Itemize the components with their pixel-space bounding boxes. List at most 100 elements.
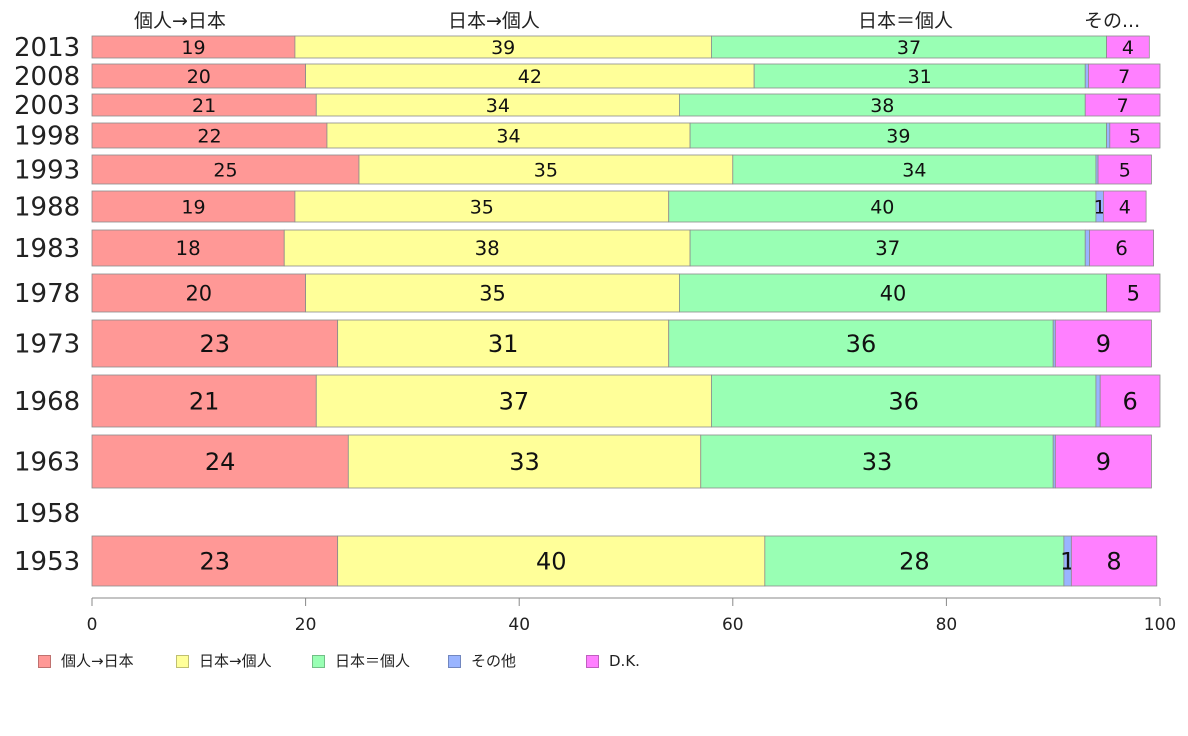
- bar-segment-1973-s0: [91, 319, 339, 368]
- column-header-nihon-kojin: 日本→個人: [448, 10, 540, 32]
- bar-segment-1983-s4: [1089, 229, 1154, 267]
- data-label-1973-s2: 36: [846, 330, 877, 358]
- data-label-1973-s1: 31: [488, 330, 519, 358]
- data-label-1968-s4: 6: [1122, 388, 1137, 416]
- data-label-1978-s4: 5: [1127, 282, 1140, 306]
- year-label-1983: 1983: [14, 234, 80, 264]
- year-label-2013: 2013: [14, 33, 80, 63]
- bar-segment-1973-s4: [1054, 319, 1152, 368]
- bar-segment-1953-s0: [91, 535, 339, 587]
- legend-label: 個人→日本: [61, 652, 134, 670]
- year-label-1978: 1978: [14, 279, 80, 309]
- data-label-1963-s4: 9: [1096, 448, 1111, 476]
- bar-segment-1968-s0: [91, 374, 317, 428]
- bar-segment-1963-s1: [347, 434, 702, 489]
- data-label-1988-s3: 1: [1094, 196, 1106, 218]
- bar-segment-2008-s1: [305, 63, 755, 89]
- data-label-1953-s2: 28: [899, 548, 930, 576]
- data-label-2008-s0: 20: [187, 66, 211, 88]
- bar-segment-1988-s0: [91, 190, 296, 223]
- data-label-1978-s0: 20: [186, 282, 213, 306]
- data-label-1963-s2: 33: [862, 448, 893, 476]
- legend-label: 日本＝個人: [335, 652, 411, 670]
- bar-segment-2013-s4: [1106, 35, 1150, 59]
- bar-segment-1978-s0: [91, 273, 307, 313]
- data-label-2003-s1: 34: [486, 95, 510, 117]
- legend-item-nihon-equal-kojin: 日本＝個人: [312, 650, 410, 672]
- data-label-2003-s4: 7: [1117, 95, 1129, 117]
- data-label-1993-s0: 25: [213, 159, 237, 181]
- bar-segment-1988-s4: [1102, 190, 1147, 223]
- x-tick-label-60: 60: [722, 615, 744, 635]
- data-label-1983-s1: 38: [475, 237, 500, 260]
- bar-segment-1953-s2: [764, 535, 1065, 587]
- year-label-1968: 1968: [14, 387, 80, 417]
- column-header-kojin-nihon: 個人→日本: [134, 10, 226, 32]
- data-label-1998-s2: 39: [886, 125, 910, 147]
- bar-segment-1973-s2: [668, 319, 1054, 368]
- bar-segment-1993-s0: [91, 154, 360, 185]
- data-label-1988-s4: 4: [1119, 196, 1131, 218]
- legend-item-kojin-nihon: 個人→日本: [38, 650, 134, 672]
- data-label-1973-s0: 23: [200, 330, 231, 358]
- bar-segment-1973-s1: [337, 319, 670, 368]
- bar-segment-1983-s1: [283, 229, 691, 267]
- x-tick-label-40: 40: [508, 615, 530, 635]
- data-label-2013-s0: 19: [181, 37, 205, 59]
- bar-segment-1988-s2: [668, 190, 1097, 223]
- x-tick-label-20: 20: [295, 615, 317, 635]
- year-label-1998: 1998: [14, 122, 80, 152]
- data-label-2013-s2: 37: [897, 37, 921, 59]
- bar-segment-2003-s4: [1084, 93, 1161, 117]
- data-label-1983-s2: 37: [875, 237, 900, 260]
- data-label-1978-s2: 40: [880, 282, 907, 306]
- bar-segment-1993-s4: [1097, 154, 1152, 185]
- data-label-1983-s4: 6: [1115, 237, 1128, 260]
- column-header-nihon-equal-kojin: 日本＝個人: [858, 10, 954, 32]
- legend-item-nihon-kojin: 日本→個人: [176, 650, 272, 672]
- bar-segment-2008-s4: [1088, 63, 1161, 89]
- data-label-2008-s4: 7: [1118, 66, 1130, 88]
- bar-segment-1953-s1: [337, 535, 766, 587]
- year-label-1963: 1963: [14, 448, 80, 478]
- year-label-1973: 1973: [14, 330, 80, 360]
- data-label-1963-s0: 24: [205, 448, 236, 476]
- legend-swatch: [312, 655, 325, 668]
- data-label-1973-s4: 9: [1096, 330, 1111, 358]
- legend-item-other: その他: [448, 650, 516, 672]
- legend-swatch: [176, 655, 189, 668]
- year-label-1953: 1953: [14, 547, 80, 577]
- data-label-1993-s2: 34: [902, 159, 926, 181]
- bar-segment-1968-s3: [1095, 374, 1101, 428]
- column-header-other: その...: [1084, 10, 1141, 32]
- year-label-1993: 1993: [14, 156, 80, 186]
- bar-segment-1963-s4: [1054, 434, 1152, 489]
- legend-swatch: [586, 655, 599, 668]
- data-label-2013-s4: 4: [1122, 37, 1134, 59]
- data-label-1998-s4: 5: [1129, 125, 1141, 147]
- legend-swatch: [38, 655, 51, 668]
- data-label-1988-s1: 35: [470, 196, 494, 218]
- bar-segment-2008-s0: [91, 63, 307, 89]
- bar-segment-1978-s4: [1106, 273, 1161, 313]
- x-tick-label-100: 100: [1144, 615, 1176, 635]
- bar-segment-1993-s1: [358, 154, 734, 185]
- legend-label: D.K.: [609, 652, 640, 670]
- x-tick-label-80: 80: [936, 615, 958, 635]
- data-label-1993-s4: 5: [1119, 159, 1131, 181]
- data-label-1993-s1: 35: [534, 159, 558, 181]
- bar-segment-1963-s0: [91, 434, 349, 489]
- data-label-1978-s1: 35: [479, 282, 506, 306]
- bar-segment-1998-s4: [1109, 122, 1161, 149]
- data-label-1968-s2: 36: [888, 388, 919, 416]
- bar-segment-1953-s4: [1070, 535, 1158, 587]
- data-label-2008-s1: 42: [518, 66, 542, 88]
- data-label-1953-s0: 23: [200, 548, 231, 576]
- data-label-1988-s2: 40: [870, 196, 894, 218]
- legend-swatch: [448, 655, 461, 668]
- data-label-1988-s0: 19: [181, 196, 205, 218]
- legend-label: その他: [471, 652, 517, 670]
- data-label-2013-s1: 39: [491, 37, 515, 59]
- data-label-2003-s0: 21: [192, 95, 216, 117]
